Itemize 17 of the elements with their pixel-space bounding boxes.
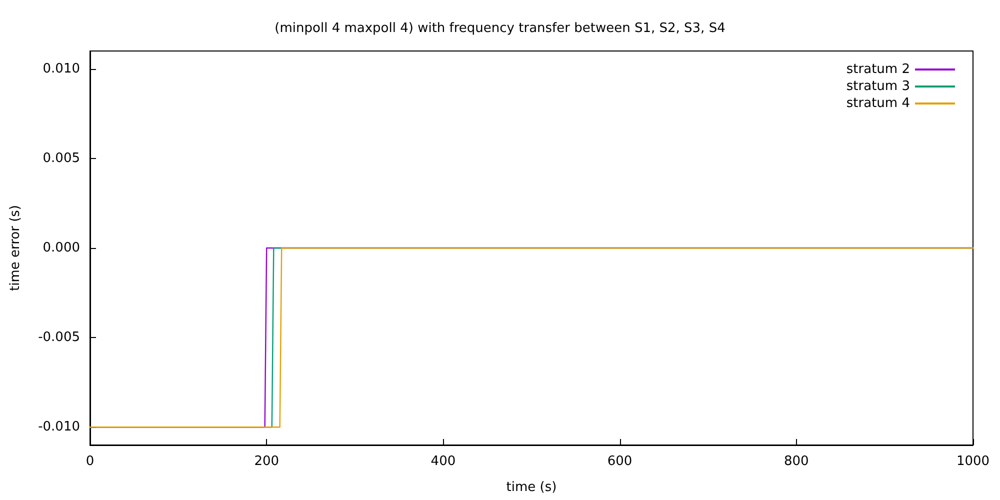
x-tick-label: 800 [784,454,809,469]
x-tick-label: 0 [86,454,94,469]
x-tick-label: 200 [254,454,280,469]
x-axis-title: time (s) [506,480,557,495]
y-tick-label: 0.005 [42,150,80,166]
y-tick-label: -0.005 [38,330,80,346]
y-tick-label: 0.010 [42,61,80,76]
y-axis-title: time error (s) [8,204,23,292]
x-tick-label: 600 [607,454,632,469]
legend-label: stratum 3 [846,79,910,94]
legend-label: stratum 2 [846,62,910,77]
y-tick-label: -0.010 [38,420,80,435]
x-tick-label: 400 [430,454,456,469]
x-tick-label: 1000 [956,454,990,469]
chart-title: (minpoll 4 maxpoll 4) with frequency transfer between S1, S2, S3, S4 [274,21,726,36]
y-tick-label: 0.000 [42,240,80,256]
legend-label: stratum 4 [846,96,910,111]
